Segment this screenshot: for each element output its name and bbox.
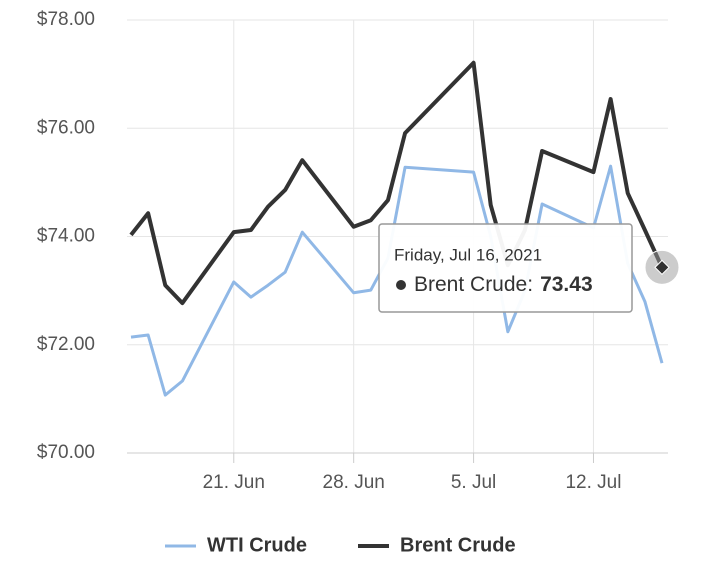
tooltip-separator: : bbox=[527, 273, 533, 296]
tooltip-label: Brent Crude: 73.43 bbox=[414, 273, 593, 296]
legend-label[interactable]: WTI Crude bbox=[207, 534, 307, 556]
y-tick-label: $72.00 bbox=[37, 334, 95, 355]
tooltip: Friday, Jul 16, 2021 Brent Crude: 73.43 bbox=[378, 223, 633, 313]
x-tick-label: 5. Jul bbox=[451, 472, 496, 493]
y-tick-label: $76.00 bbox=[37, 117, 95, 138]
x-tick-label: 21. Jun bbox=[203, 472, 265, 493]
legend-label[interactable]: Brent Crude bbox=[400, 534, 516, 556]
y-tick-label: $74.00 bbox=[37, 226, 95, 247]
tooltip-title: Friday, Jul 16, 2021 bbox=[394, 245, 542, 264]
series-line bbox=[129, 60, 664, 306]
x-tick-label: 12. Jul bbox=[565, 472, 621, 493]
x-tick-label: 28. Jun bbox=[323, 472, 385, 493]
hover-marker bbox=[654, 259, 670, 276]
tooltip-bullet bbox=[396, 280, 406, 290]
y-tick-label: $70.00 bbox=[37, 442, 95, 463]
tooltip-box bbox=[378, 223, 633, 313]
tooltip-value: 73.43 bbox=[540, 273, 593, 296]
y-tick-label: $78.00 bbox=[37, 9, 95, 30]
tooltip-series: Brent Crude bbox=[414, 273, 527, 296]
